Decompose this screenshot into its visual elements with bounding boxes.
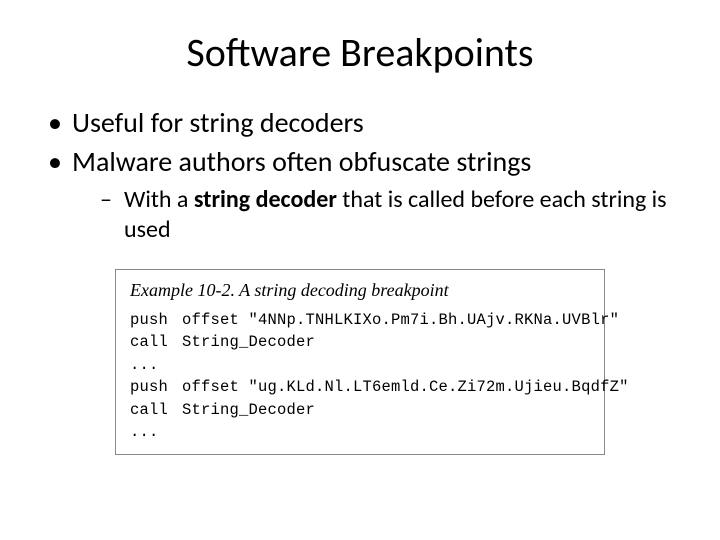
code-mnemonic: ... (130, 421, 182, 443)
code-line: callString_Decoder (130, 331, 590, 353)
sub-bullet-list: With a string decoder that is called bef… (100, 185, 680, 245)
code-operand: offset "ug.KLd.Nl.LT6emld.Ce.Zi72m.Ujieu… (182, 378, 629, 396)
bullet-text: Malware authors often obfuscate strings (72, 144, 531, 179)
code-line: ... (130, 354, 590, 376)
bullet-item: Malware authors often obfuscate strings … (48, 144, 680, 245)
bullet-item: Useful for string decoders (48, 105, 680, 140)
code-mnemonic: call (130, 399, 182, 421)
code-mnemonic: call (130, 331, 182, 353)
code-caption: Example 10-2. A string decoding breakpoi… (130, 280, 590, 301)
bullet-text: Useful for string decoders (72, 105, 364, 140)
code-example-box: Example 10-2. A string decoding breakpoi… (115, 269, 605, 455)
code-line: callString_Decoder (130, 399, 590, 421)
code-line: pushoffset "4NNp.TNHLKIXo.Pm7i.Bh.UAjv.R… (130, 309, 590, 331)
code-mnemonic: ... (130, 354, 182, 376)
bullet-list: Useful for string decoders Malware autho… (48, 105, 680, 245)
code-mnemonic: push (130, 309, 182, 331)
code-operand: String_Decoder (182, 401, 315, 419)
code-operand: String_Decoder (182, 333, 315, 351)
slide-title: Software Breakpoints (40, 28, 680, 77)
code-mnemonic: push (130, 376, 182, 398)
code-line: pushoffset "ug.KLd.Nl.LT6emld.Ce.Zi72m.U… (130, 376, 590, 398)
sub-bullet-text-pre: With a (124, 185, 194, 214)
code-operand: offset "4NNp.TNHLKIXo.Pm7i.Bh.UAjv.RKNa.… (182, 311, 619, 329)
sub-bullet-item: With a string decoder that is called bef… (100, 185, 680, 245)
code-line: ... (130, 421, 590, 443)
slide: Software Breakpoints Useful for string d… (0, 0, 720, 540)
sub-bullet-text-bold: string decoder (194, 185, 337, 214)
